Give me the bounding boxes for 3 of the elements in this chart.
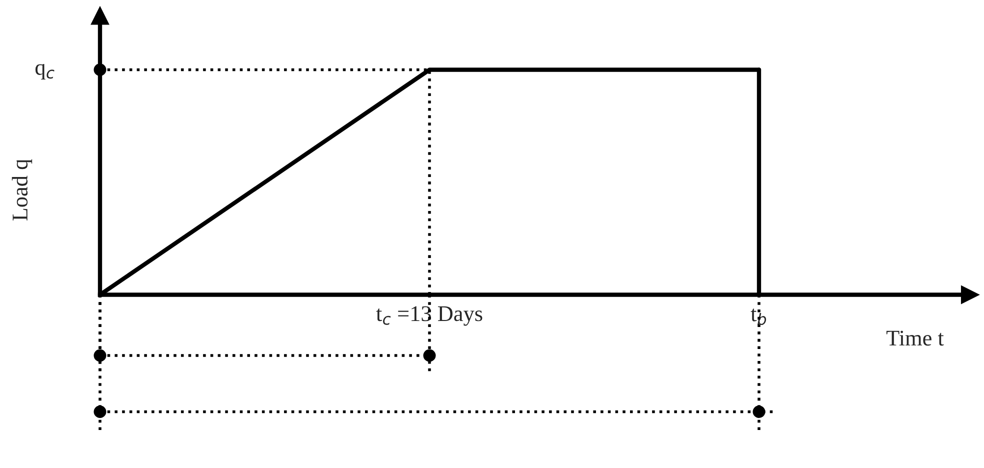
x-axis-title: Time t bbox=[886, 330, 944, 346]
y-axis-title: Load q bbox=[12, 159, 32, 221]
ref-line-label: q$_{c}$ bbox=[35, 64, 54, 80]
